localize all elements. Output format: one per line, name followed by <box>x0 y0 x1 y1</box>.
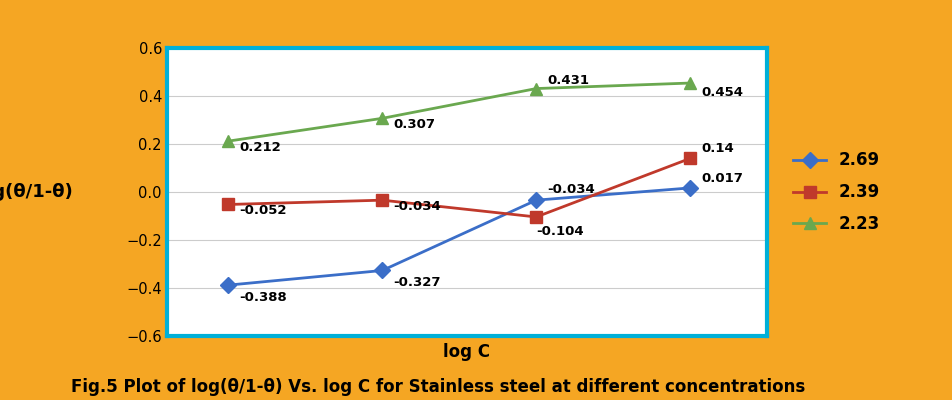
Text: -0.104: -0.104 <box>536 225 584 238</box>
2.39 <box>684 156 695 161</box>
Line: 2.69: 2.69 <box>223 182 695 291</box>
2.23 <box>684 81 695 86</box>
Text: -0.327: -0.327 <box>392 276 440 289</box>
2.39 <box>223 202 234 207</box>
Text: -0.388: -0.388 <box>239 291 287 304</box>
Text: log(θ/1-θ): log(θ/1-θ) <box>0 183 73 201</box>
2.23 <box>376 116 387 121</box>
2.69 <box>376 268 387 273</box>
Text: 0.017: 0.017 <box>701 172 742 185</box>
2.69 <box>530 198 542 202</box>
Text: -0.034: -0.034 <box>546 183 594 196</box>
Text: Fig.5 Plot of log(θ/1-θ) Vs. log C for Stainless steel at different concentratio: Fig.5 Plot of log(θ/1-θ) Vs. log C for S… <box>71 378 804 396</box>
Line: 2.39: 2.39 <box>223 153 695 222</box>
Text: 0.212: 0.212 <box>239 141 281 154</box>
2.69 <box>223 283 234 288</box>
Line: 2.23: 2.23 <box>223 78 695 147</box>
2.69 <box>684 186 695 190</box>
Legend: 2.69, 2.39, 2.23: 2.69, 2.39, 2.23 <box>792 151 879 233</box>
2.39 <box>376 198 387 202</box>
2.39 <box>530 214 542 219</box>
2.23 <box>223 139 234 144</box>
Text: -0.034: -0.034 <box>392 200 441 213</box>
Text: 0.307: 0.307 <box>392 118 435 131</box>
Text: 0.454: 0.454 <box>701 86 743 99</box>
Text: 0.431: 0.431 <box>546 74 588 87</box>
2.23 <box>530 86 542 91</box>
X-axis label: log C: log C <box>443 343 490 361</box>
Text: -0.052: -0.052 <box>239 204 287 217</box>
Text: 0.14: 0.14 <box>701 142 733 155</box>
